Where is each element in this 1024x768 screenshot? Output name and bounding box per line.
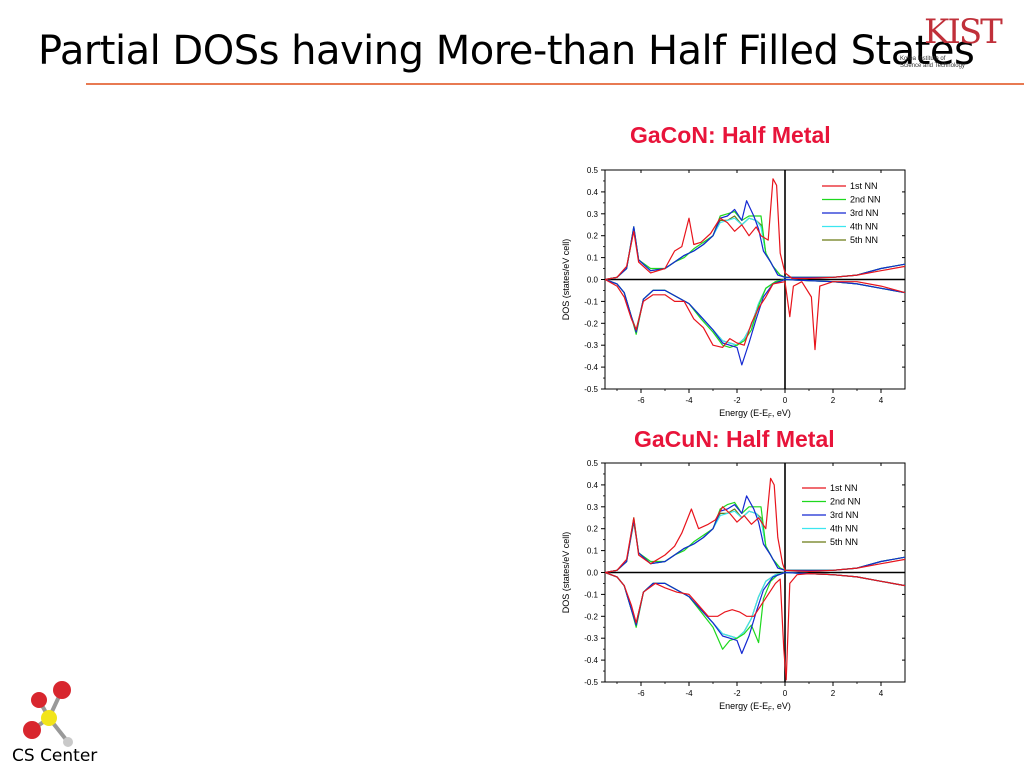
title-divider <box>86 83 1024 85</box>
legend-label: 1st NN <box>850 181 878 191</box>
y-tick-label: -0.4 <box>584 656 598 665</box>
series-line-1st-nn-down <box>605 571 905 681</box>
x-tick-label: 4 <box>879 689 884 698</box>
y-tick-label: -0.2 <box>584 612 598 621</box>
series-line-2nd-nn-down <box>605 571 905 650</box>
y-tick-label: 0.4 <box>587 481 599 490</box>
x-tick-label: -2 <box>733 396 741 405</box>
legend-label: 1st NN <box>830 483 858 493</box>
legend-label: 2nd NN <box>850 195 881 205</box>
y-tick-label: 0.3 <box>587 210 599 219</box>
cs-center-label: CS Center <box>12 746 98 766</box>
y-tick-label: 0.0 <box>587 569 599 578</box>
y-tick-label: 0.5 <box>587 166 599 175</box>
chart-title-gacon: GaCoN: Half Metal <box>630 122 831 148</box>
cs-center-molecule-icon <box>23 681 73 747</box>
series-line-5th-nn-down <box>605 278 905 346</box>
y-tick-label: 0.2 <box>587 525 599 534</box>
series-line-5th-nn-down <box>605 571 905 639</box>
y-tick-label: -0.5 <box>584 385 598 394</box>
x-tick-label: -4 <box>685 689 693 698</box>
y-tick-label: 0.0 <box>587 276 599 285</box>
y-tick-label: -0.3 <box>584 341 598 350</box>
kist-logo-mark: KIST <box>924 12 1003 52</box>
x-tick-label: 2 <box>831 689 836 698</box>
x-tick-label: 2 <box>831 396 836 405</box>
kist-logo-line2: Science and Technology <box>900 63 965 69</box>
y-tick-label: 0.5 <box>587 459 599 468</box>
series-line-1st-nn-up <box>605 477 905 574</box>
series-line-3rd-nn-down <box>605 571 905 655</box>
kist-logo: KIST Korea Institute of Science and Tech… <box>900 12 1003 78</box>
series-line-1st-nn-down <box>605 278 905 351</box>
legend-label: 3rd NN <box>850 208 879 218</box>
legend-label: 4th NN <box>830 524 858 534</box>
y-tick-label: 0.3 <box>587 503 599 512</box>
y-tick-label: -0.3 <box>584 634 598 643</box>
legend-label: 4th NN <box>850 222 878 232</box>
x-tick-label: -6 <box>637 689 645 698</box>
dos-chart-gacon: 0.5 0.4 0.3 0.2 0.1 0.0 -0.1 -0.2 -0.3 -0.4 -0.5 -6… <box>561 166 906 420</box>
x-tick-label: -4 <box>685 396 693 405</box>
legend-label: 5th NN <box>850 235 878 245</box>
kist-logo-line1: Korea Institute of <box>900 56 946 62</box>
y-tick-label: -0.4 <box>584 363 598 372</box>
series-line-4th-nn-down <box>605 571 905 639</box>
chart-title-gacun: GaCuN: Half Metal <box>634 426 835 452</box>
y-tick-label: -0.2 <box>584 319 598 328</box>
y-axis-label: DOS (states/eV cell) <box>561 239 571 321</box>
series-line-4th-nn-down <box>605 278 905 346</box>
y-tick-label: -0.1 <box>584 297 598 306</box>
x-tick-label: 0 <box>783 689 788 698</box>
slide-title: Partial DOSs having More-than Half Fille… <box>38 28 975 74</box>
x-tick-label: -6 <box>637 396 645 405</box>
y-tick-label: -0.5 <box>584 678 598 687</box>
series-line-3rd-nn-up <box>605 200 905 281</box>
dos-chart-gacun: 0.5 0.4 0.3 0.2 0.1 0.0 -0.1 -0.2 -0.3 -0.4 -0.5 -6… <box>561 459 906 713</box>
y-tick-label: 0.1 <box>587 547 599 556</box>
x-axis-label: Energy (E-EF, eV) <box>719 701 791 713</box>
series-line-1st-nn-up <box>605 178 905 281</box>
kist-logo-caption: Korea Institute of Science and Technolog… <box>900 56 965 70</box>
y-tick-label: 0.4 <box>587 188 599 197</box>
x-tick-label: 0 <box>783 396 788 405</box>
legend-label: 3rd NN <box>830 510 859 520</box>
x-tick-label: -2 <box>733 689 741 698</box>
y-tick-label: -0.1 <box>584 590 598 599</box>
y-axis-label: DOS (states/eV cell) <box>561 532 571 614</box>
legend-label: 2nd NN <box>830 497 861 507</box>
y-tick-label: 0.1 <box>587 254 599 263</box>
series-line-3rd-nn-down <box>605 278 905 366</box>
y-tick-label: 0.2 <box>587 232 599 241</box>
x-tick-label: 4 <box>879 396 884 405</box>
x-axis-label: Energy (E-EF, eV) <box>719 408 791 420</box>
legend-label: 5th NN <box>830 537 858 547</box>
